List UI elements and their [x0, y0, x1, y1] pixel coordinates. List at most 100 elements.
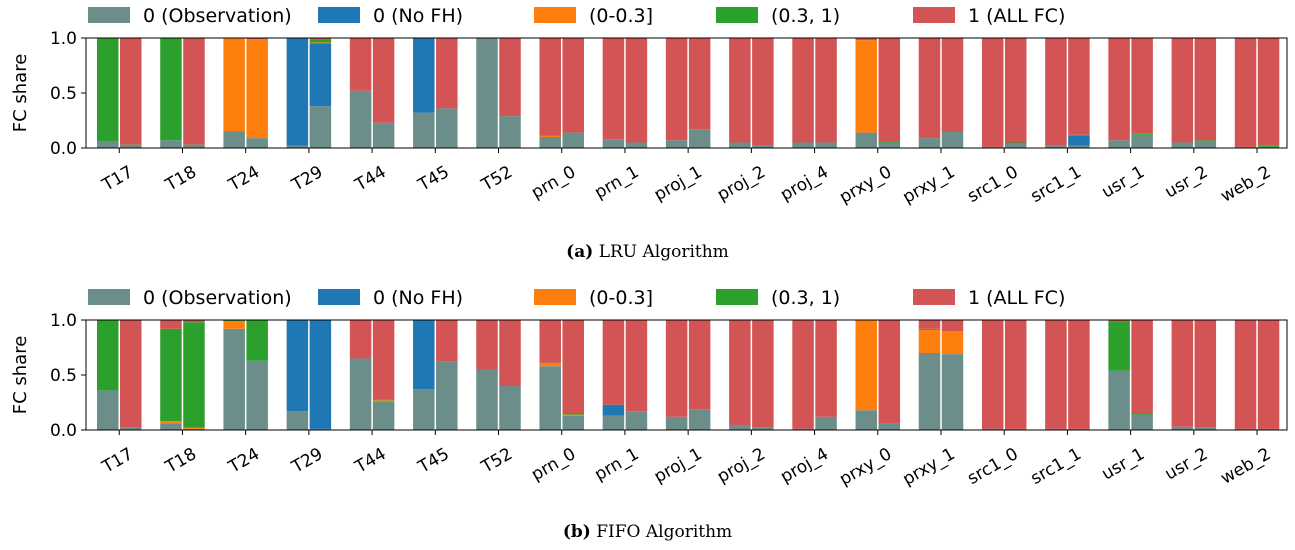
legend-entry: 1 (ALL FC) — [968, 287, 1065, 309]
chart-panel-fifo: 0 (Observation) 0 (No FH) (0-0.3] (0.3, 1) 1… — [10, 287, 1288, 490]
chart-panel-lru: 0 (Observation) 0 (No FH) (0-0.3] (0.3, 1) 1… — [10, 5, 1288, 208]
x-tick-label: prn_0 — [528, 162, 579, 203]
bar-segment — [815, 416, 837, 430]
bar-segment — [665, 140, 688, 148]
bar-segment — [1131, 38, 1153, 134]
bar-segment — [1194, 320, 1217, 428]
bar-segment — [1045, 320, 1067, 429]
bar-segment — [1131, 414, 1153, 430]
bar-segment — [981, 146, 1004, 148]
bar-segment — [1068, 320, 1090, 429]
legend-entry: 0 (Observation) — [143, 5, 292, 27]
bar-segment — [183, 427, 205, 429]
bar-segment — [562, 132, 584, 148]
legend-entry: 0 (No FH) — [373, 5, 463, 27]
bar-segment — [878, 320, 901, 424]
bar-segment — [855, 40, 878, 133]
x-tick-label: prxy_0 — [836, 444, 895, 490]
bar-segment — [1108, 140, 1130, 148]
bar-segment — [160, 320, 182, 329]
bar-segment — [97, 390, 119, 430]
bar-segment — [918, 329, 941, 353]
bar-segment — [665, 38, 688, 141]
bar-segment — [286, 145, 309, 148]
bar-segment — [1257, 38, 1280, 146]
x-tick-label: web_2 — [1217, 444, 1274, 489]
legend-entry: 1 (ALL FC) — [968, 5, 1065, 27]
bar-segment — [1068, 135, 1090, 146]
caption-fifo-text: FIFO Algorithm — [596, 522, 733, 542]
bar-segment — [413, 38, 435, 113]
bar-segment — [918, 320, 941, 329]
bar-segment — [120, 38, 142, 145]
bar-segment — [625, 320, 648, 412]
bar-segment — [878, 38, 901, 142]
legend-entry: (0.3, 1) — [771, 287, 840, 309]
bar-segment — [625, 38, 648, 143]
bar-segment — [602, 404, 625, 416]
bar-segment — [309, 43, 332, 107]
legend-swatch — [913, 289, 955, 305]
x-tick-label: T24 — [225, 162, 264, 196]
bar-segment — [625, 411, 648, 430]
bar-segment — [562, 415, 584, 430]
bar-segment — [539, 135, 561, 137]
bar-segment — [752, 320, 774, 428]
bar-segment — [286, 320, 309, 412]
bar-segment — [878, 141, 901, 143]
bar-segment — [918, 328, 941, 330]
bar-segment — [1194, 140, 1217, 142]
bar-segment — [539, 320, 561, 363]
bar-segment — [729, 425, 751, 430]
bar-segment — [372, 320, 395, 400]
legend-swatch — [716, 7, 758, 23]
y-tick-label: 1.0 — [50, 311, 77, 331]
bar-segment — [160, 38, 182, 141]
bar-segment — [1004, 142, 1027, 144]
x-tick-label: usr_1 — [1098, 162, 1148, 202]
bar-segment — [160, 421, 182, 424]
legend-swatch — [534, 289, 576, 305]
legend-swatch — [88, 7, 130, 23]
bar-segment — [413, 112, 435, 148]
bar-segment — [1257, 146, 1280, 148]
bar-segment — [688, 38, 711, 130]
x-tick-label: proj_4 — [777, 162, 832, 205]
bar-segment — [97, 320, 119, 391]
bar-segment — [183, 428, 205, 430]
x-tick-label: T17 — [98, 162, 137, 196]
bar-segment — [120, 320, 142, 428]
bar-segment — [815, 320, 837, 417]
bar-segment — [309, 106, 332, 148]
bar-segment — [246, 38, 268, 40]
bar-segment — [246, 39, 268, 139]
bar-segment — [855, 410, 878, 430]
bar-segment — [349, 90, 372, 148]
x-tick-label: T52 — [477, 444, 516, 478]
x-tick-label: prn_0 — [528, 444, 579, 485]
bar-segment — [183, 145, 205, 148]
bar-segment — [815, 142, 837, 148]
bar-segment — [792, 142, 814, 148]
bar-segment — [602, 320, 625, 405]
y-axis-title: FC share — [10, 336, 31, 415]
bar-segment — [855, 132, 878, 148]
bar-segment — [120, 144, 142, 146]
bar-segment — [941, 38, 964, 132]
bar-segment — [918, 38, 941, 139]
bar-segment — [1257, 320, 1280, 429]
bar-segment — [1108, 320, 1130, 322]
bar-segment — [1234, 428, 1257, 430]
bar-segment — [1131, 320, 1153, 414]
bar-segment — [476, 369, 498, 430]
bar-segment — [665, 416, 688, 430]
legend-entry: (0-0.3] — [589, 5, 653, 27]
bar-segment — [223, 321, 245, 329]
y-tick-label: 0.5 — [50, 84, 77, 104]
x-tick-label: prxy_1 — [899, 444, 958, 490]
bar-segment — [1131, 133, 1153, 135]
x-tick-label: usr_2 — [1162, 162, 1212, 202]
bar-segment — [855, 38, 878, 41]
legend-swatch — [318, 7, 360, 23]
y-tick-label: 0.0 — [50, 139, 77, 159]
